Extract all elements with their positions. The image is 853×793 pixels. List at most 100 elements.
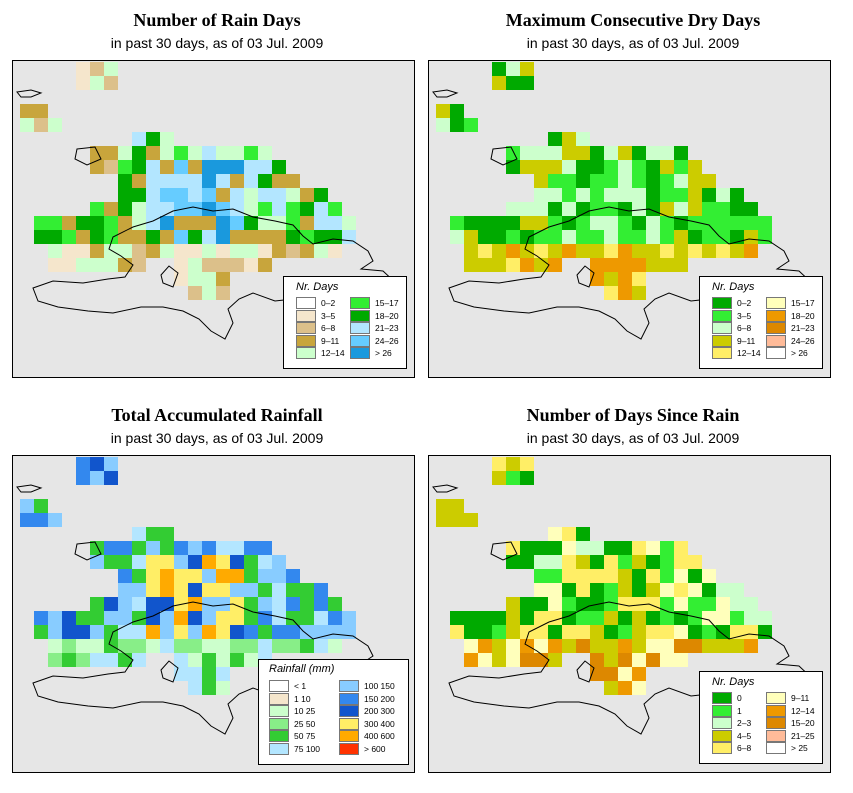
legend-label: 18–20: [375, 310, 399, 321]
grid-cell: [286, 188, 300, 202]
grid-cell: [202, 639, 216, 653]
legend-swatch: [269, 692, 289, 705]
grid-cell: [118, 244, 132, 258]
grid-cell: [90, 244, 104, 258]
legend-item: > 26: [350, 347, 392, 359]
grid-cell: [216, 244, 230, 258]
grid-cell: [202, 258, 216, 272]
grid-cell: [300, 625, 314, 639]
grid-cell: [688, 555, 702, 569]
grid-cell: [646, 146, 660, 160]
grid-cell: [90, 146, 104, 160]
grid-cell: [548, 146, 562, 160]
grid-cell: [618, 555, 632, 569]
grid-cell: [104, 62, 118, 76]
grid-cell: [702, 597, 716, 611]
grid-cell: [688, 625, 702, 639]
grid-cell: [258, 174, 272, 188]
grid-cell: [104, 457, 118, 471]
grid-cell: [76, 62, 90, 76]
grid-cell: [688, 160, 702, 174]
grid-cell: [258, 625, 272, 639]
grid-cell: [90, 216, 104, 230]
grid-cell: [76, 76, 90, 90]
grid-cell: [90, 611, 104, 625]
grid-cell: [660, 174, 674, 188]
grid-cell: [450, 230, 464, 244]
grid-cell: [216, 555, 230, 569]
legend-item: 15–17: [766, 297, 815, 309]
legend-item: 1 10: [269, 692, 311, 705]
legend-item: 12–14: [766, 704, 815, 717]
grid-cell: [300, 202, 314, 216]
legend-item: 75 100: [269, 742, 320, 755]
grid-cell: [118, 146, 132, 160]
grid-cell: [660, 216, 674, 230]
legend-label: 6–8: [737, 743, 752, 753]
legend-swatch: [296, 322, 316, 334]
grid-cell: [702, 202, 716, 216]
island-outline: [16, 89, 43, 98]
grid-cell: [618, 653, 632, 667]
grid-cell: [632, 639, 646, 653]
grid-cell: [562, 230, 576, 244]
legend-swatch: [350, 334, 370, 347]
grid-cell: [562, 132, 576, 146]
grid-cell: [702, 230, 716, 244]
grid-cell: [758, 216, 772, 230]
grid-cell: [202, 216, 216, 230]
grid-cell: [202, 541, 216, 555]
grid-cell: [520, 244, 534, 258]
grid-cell: [62, 258, 76, 272]
grid-cell: [520, 625, 534, 639]
grid-cell: [688, 611, 702, 625]
grid-cell: [202, 653, 216, 667]
grid-cell: [548, 160, 562, 174]
legend-swatch: [269, 730, 289, 742]
grid-cell: [660, 146, 674, 160]
legend-label: > 600: [364, 743, 386, 754]
grid-cell: [604, 188, 618, 202]
island-outline: [74, 146, 102, 166]
grid-cell: [244, 230, 258, 244]
grid-cell: [506, 625, 520, 639]
grid-cell: [646, 160, 660, 174]
legend-item: 400 600: [339, 730, 395, 742]
grid-cell: [730, 202, 744, 216]
legend-swatch: [712, 704, 732, 717]
legend-item: 24–26: [766, 334, 815, 347]
grid-cell: [118, 160, 132, 174]
grid-cell: [258, 258, 272, 272]
grid-cell: [34, 611, 48, 625]
grid-cell: [604, 625, 618, 639]
legend-label: 1 10: [294, 693, 311, 704]
grid-cell: [506, 611, 520, 625]
panel-total-rainfall: Total Accumulated Rainfall in past 30 da…: [12, 395, 422, 780]
grid-cell: [314, 216, 328, 230]
grid-cell: [286, 216, 300, 230]
grid-cell: [548, 625, 562, 639]
grid-cell: [632, 541, 646, 555]
grid-cell: [174, 160, 188, 174]
grid-cell: [314, 639, 328, 653]
grid-cell: [188, 639, 202, 653]
grid-cell: [202, 681, 216, 695]
legend-label: 4–5: [737, 730, 752, 741]
grid-cell: [244, 146, 258, 160]
grid-cell: [202, 667, 216, 681]
grid-cell: [258, 597, 272, 611]
grid-cell: [604, 174, 618, 188]
grid-cell: [646, 639, 660, 653]
legend-item: 21–23: [350, 322, 399, 334]
grid-cell: [590, 230, 604, 244]
legend-title: Nr. Days: [296, 281, 339, 293]
grid-cell: [520, 555, 534, 569]
grid-cell: [646, 555, 660, 569]
grid-cell: [48, 230, 62, 244]
grid-cell: [492, 625, 506, 639]
grid-cell: [188, 216, 202, 230]
grid-cell: [132, 244, 146, 258]
legend-item: 6–8: [712, 322, 751, 334]
grid-cell: [272, 230, 286, 244]
grid-cell: [216, 230, 230, 244]
